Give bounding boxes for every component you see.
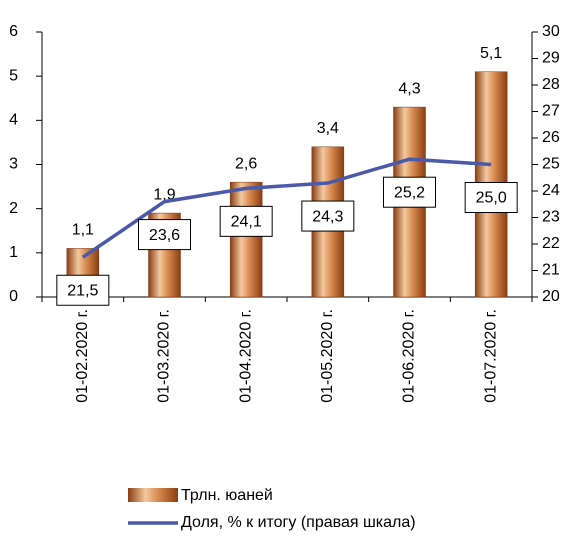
y-tick-label: 1 — [9, 244, 18, 261]
line-value-label: 24,1 — [231, 214, 262, 231]
y2-tick-label: 22 — [542, 235, 560, 252]
bar-value-label: 5,1 — [480, 45, 502, 62]
y2-tick-label: 26 — [542, 129, 560, 146]
x-tick-label: 01-03.2020 г. — [156, 309, 173, 403]
bar-value-label: 1,1 — [72, 222, 94, 239]
y-tick-label: 5 — [9, 67, 18, 84]
line-value-box — [219, 205, 273, 237]
x-tick-label: 01-05.2020 г. — [319, 309, 336, 403]
line-value-label: 21,5 — [67, 282, 98, 299]
line-value-box — [301, 200, 355, 232]
x-tick-label: 01-04.2020 г. — [237, 309, 254, 403]
y2-tick-label: 24 — [542, 182, 560, 199]
line-value-label: 25,0 — [476, 190, 507, 207]
y2-tick-label: 30 — [542, 23, 560, 40]
bar-value-label: 2,6 — [235, 155, 257, 172]
y2-tick-label: 27 — [542, 103, 560, 120]
y-tick-label: 6 — [9, 23, 18, 40]
y2-tick-label: 25 — [542, 156, 560, 173]
y-tick-label: 0 — [9, 288, 18, 305]
line-value-label: 24,3 — [312, 208, 343, 225]
x-tick-label: 01-07.2020 г. — [482, 309, 499, 403]
y2-tick-label: 29 — [542, 50, 560, 67]
legend-label: Доля, % к итогу (правая шкала) — [181, 514, 416, 531]
bar — [229, 181, 263, 298]
y2-tick-label: 28 — [542, 76, 560, 93]
x-tick-label: 01-06.2020 г. — [401, 309, 418, 403]
bar-value-label: 3,4 — [317, 120, 339, 137]
line — [81, 157, 492, 259]
x-tick-label: 01-02.2020 г. — [74, 309, 91, 403]
line-value-label: 25,2 — [394, 184, 425, 201]
y2-tick-label: 23 — [542, 209, 560, 226]
legend-label: Трлн. юаней — [181, 487, 273, 504]
line-value-box — [464, 182, 518, 213]
line-value-label: 23,6 — [149, 227, 180, 244]
line-value-box — [56, 274, 110, 306]
y-tick-label: 3 — [9, 156, 18, 173]
legend-swatch-bar — [128, 488, 178, 502]
line-value-box — [383, 176, 436, 208]
y-tick-label: 2 — [9, 200, 18, 217]
y-tick-label: 4 — [9, 112, 18, 129]
line-value-box — [138, 219, 191, 251]
y2-tick-label: 20 — [542, 288, 560, 305]
bar-value-label: 4,3 — [398, 80, 420, 97]
y2-tick-label: 21 — [542, 262, 560, 279]
